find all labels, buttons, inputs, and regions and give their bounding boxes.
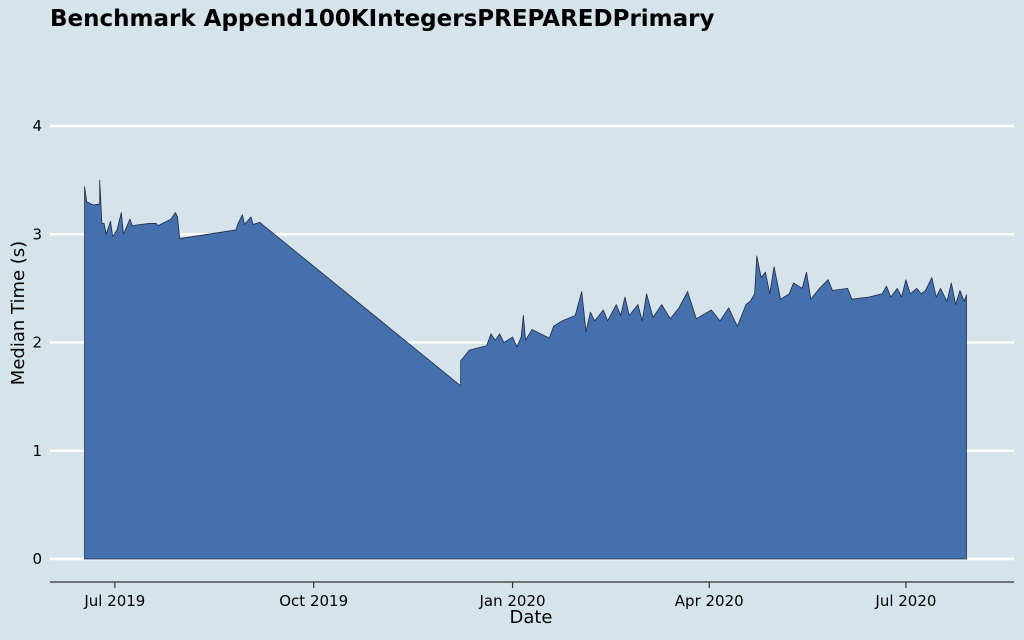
series-area-0 [84,179,967,560]
x-tick-label-3: Apr 2020 [675,592,744,610]
y-tick-label-0: 0 [32,550,42,568]
y-tick-label-3: 3 [32,225,42,243]
x-tick-label-4: Jul 2020 [874,592,936,610]
x-tick-label-1: Oct 2019 [279,592,348,610]
data-area [84,179,967,560]
x-axis-title: Date [509,607,552,628]
x-tick-label-2: Jan 2020 [479,592,546,610]
y-tick-label-4: 4 [32,117,42,135]
y-axis-title: Median Time (s) [8,241,29,385]
y-tick-label-1: 1 [32,442,42,460]
x-axis [50,581,1014,588]
tick-labels: 0 1 2 3 4 Jul 2019 Oct 2019 Jan 2020 Apr 2020 Jul… [32,117,936,610]
x-tick-label-0: Jul 2019 [83,592,145,610]
y-tick-label-2: 2 [32,334,42,352]
chart-title: Benchmark Append100KIntegersPREPAREDPrim… [50,6,715,32]
